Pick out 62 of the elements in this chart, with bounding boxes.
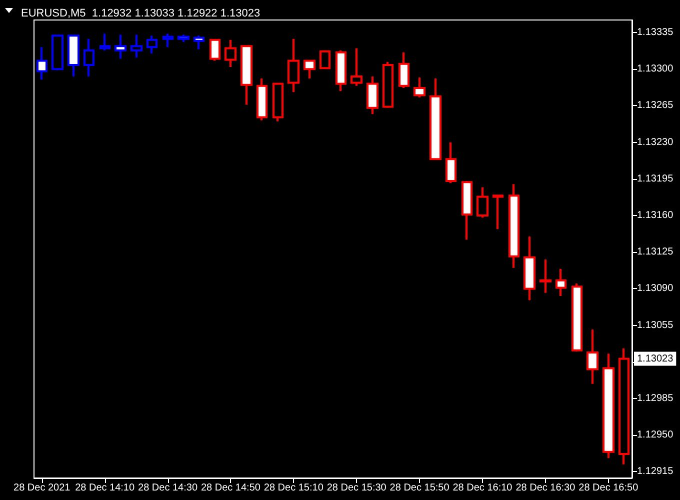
candlestick — [84, 38, 94, 78]
candlestick — [476, 186, 488, 219]
candlestick — [414, 76, 426, 98]
candlestick — [256, 78, 268, 122]
y-tick-label: 1.13195 — [637, 173, 674, 184]
candlestick — [508, 183, 520, 269]
y-tick-label: 1.13300 — [637, 64, 674, 75]
candlestick — [572, 282, 582, 352]
candlestick — [114, 34, 126, 60]
candlestick — [540, 258, 552, 294]
candlestick — [224, 38, 236, 68]
candlestick — [446, 141, 456, 184]
candlestick — [210, 38, 220, 62]
candlestick — [336, 49, 346, 92]
x-tick-label: 28 Dec 14:50 — [200, 482, 261, 494]
candlestick — [524, 235, 536, 302]
y-tick-label: 1.13160 — [637, 210, 674, 222]
x-tick-label: 28 Dec 15:30 — [326, 482, 387, 494]
candlestick — [288, 38, 300, 94]
y-tick-label: 1.12950 — [637, 430, 674, 441]
annotation: 1.13023 — [637, 353, 674, 364]
y-tick-label: 1.13090 — [637, 283, 674, 294]
candlestick — [100, 32, 110, 52]
x-tick-label: 28 Dec 14:30 — [138, 482, 198, 494]
candlestick — [366, 75, 378, 116]
candlestick — [240, 45, 252, 106]
candlestick — [272, 82, 284, 122]
y-tick-label: 1.12915 — [637, 466, 674, 478]
candlestick — [304, 60, 316, 80]
candlestick — [602, 352, 614, 460]
x-tick-label: 28 Dec 14:10 — [75, 482, 135, 494]
candlestick — [430, 78, 442, 162]
y-tick-label: 1.12985 — [637, 393, 674, 404]
candlestick — [398, 51, 410, 89]
candlestick — [194, 34, 204, 50]
candlestick — [52, 34, 64, 72]
candlestick — [492, 194, 504, 230]
y-tick-label: 1.13265 — [637, 100, 674, 112]
candlestick — [556, 268, 566, 298]
candlestick — [36, 46, 48, 81]
candlestick — [130, 34, 142, 59]
y-tick-label: 1.13055 — [637, 320, 674, 331]
x-tick-label: 28 Dec 16:30 — [516, 482, 576, 494]
candlestick — [462, 180, 472, 241]
candlestick — [320, 49, 330, 70]
x-tick-label: 28 Dec 16:50 — [578, 482, 639, 494]
candlestick — [68, 34, 80, 78]
candlestick — [350, 47, 362, 87]
x-tick-label: 28 Dec 15:10 — [264, 482, 324, 494]
candlestick — [618, 347, 630, 466]
y-tick-label: 1.13125 — [637, 246, 674, 258]
x-tick-label: 28 Dec 16:10 — [452, 482, 513, 494]
candlestick — [382, 60, 394, 109]
chart-title: EURUSD,M5 1.12932 1.13033 1.12922 1.13023 — [21, 8, 260, 20]
candlestick — [146, 34, 158, 54]
y-tick-label: 1.13230 — [637, 136, 674, 148]
candlestick — [162, 32, 174, 48]
x-tick-label: 28 Dec 2021 — [14, 482, 71, 494]
y-tick-label: 1.13335 — [637, 27, 674, 38]
candlestick — [178, 34, 190, 43]
candlestick — [586, 328, 598, 385]
x-tick-label: 28 Dec 15:50 — [390, 482, 450, 494]
